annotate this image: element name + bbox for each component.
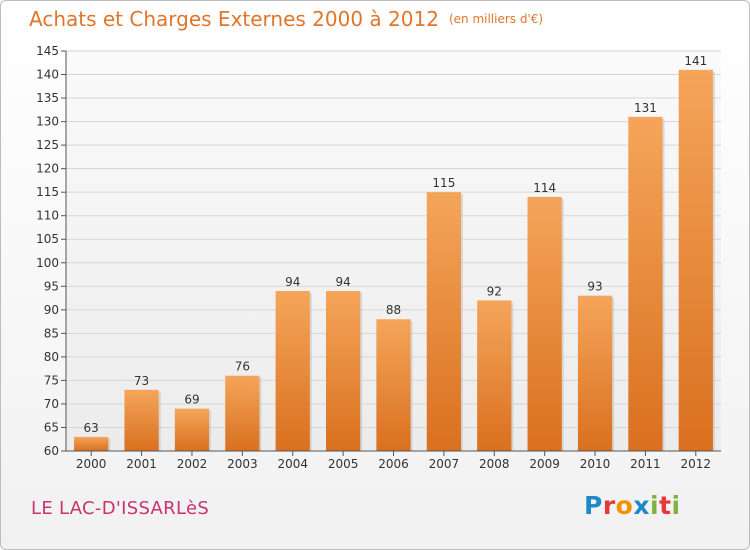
bar — [225, 375, 260, 451]
y-tick-label: 125 — [36, 138, 59, 152]
y-tick-label: 95 — [44, 279, 59, 293]
logo-letter: x — [633, 491, 650, 520]
bar-value-label: 69 — [184, 393, 199, 407]
y-tick-label: 130 — [36, 115, 59, 129]
y-tick-label: 65 — [44, 420, 59, 434]
bar — [426, 192, 462, 452]
bar — [275, 291, 310, 451]
y-tick-label: 140 — [36, 68, 59, 82]
x-tick-label: 2006 — [378, 457, 409, 471]
y-tick-label: 60 — [44, 444, 59, 458]
x-tick-label: 2005 — [328, 457, 359, 471]
y-tick-label: 85 — [44, 326, 59, 340]
logo-letter: i — [671, 491, 681, 520]
bar — [527, 196, 562, 451]
bar — [174, 408, 210, 451]
y-tick-label: 135 — [36, 91, 59, 105]
y-tick-label: 145 — [36, 44, 59, 58]
x-tick-label: 2010 — [580, 457, 611, 471]
bar-value-label: 115 — [432, 176, 455, 190]
x-tick-label: 2003 — [227, 457, 258, 471]
bar-value-label: 88 — [386, 303, 401, 317]
x-tick-label: 2011 — [630, 457, 661, 471]
bar-value-label: 94 — [285, 275, 300, 289]
x-tick-label: 2001 — [126, 457, 157, 471]
bar-value-label: 114 — [533, 181, 556, 195]
y-tick-label: 90 — [44, 303, 59, 317]
logo-letter: P — [584, 491, 603, 520]
bar-value-label: 73 — [134, 374, 149, 388]
bar — [74, 436, 109, 451]
bar-value-label: 63 — [84, 421, 99, 435]
y-tick-label: 110 — [36, 209, 59, 223]
x-tick-label: 2000 — [76, 457, 107, 471]
x-tick-label: 2012 — [681, 457, 712, 471]
chart-title: Achats et Charges Externes 2000 à 2012 (e… — [29, 7, 543, 31]
y-tick-label: 80 — [44, 350, 59, 364]
axes: 60 65 70 75 80 85 90 95 100 105 110 115 120 125 130 135… — [36, 44, 721, 471]
x-tick-label: 2004 — [277, 457, 308, 471]
bar-value-label: 94 — [335, 275, 350, 289]
y-tick-label: 100 — [36, 256, 59, 270]
bar — [678, 69, 713, 451]
bars — [74, 69, 715, 452]
x-tick-label: 2002 — [177, 457, 208, 471]
bar-value-label: 93 — [587, 280, 602, 294]
bar-value-label: 76 — [235, 360, 250, 374]
bar-value-label: 131 — [634, 101, 657, 115]
y-tick-label: 105 — [36, 232, 59, 246]
chart-title-text: Achats et Charges Externes 2000 à 2012 — [29, 7, 439, 31]
bar — [628, 116, 663, 451]
logo-letter: r — [602, 491, 616, 520]
y-tick-label: 115 — [36, 185, 59, 199]
proxiti-logo[interactable]: Proxiti — [584, 491, 681, 520]
bar-value-label: 92 — [487, 284, 502, 298]
bar — [124, 389, 159, 451]
logo-letter: t — [659, 491, 672, 520]
bar-labels: 63 73 69 76 94 94 88 115 92 114 93 131 141 — [84, 54, 708, 435]
x-tick-label: 2009 — [529, 457, 560, 471]
logo-letter: i — [650, 491, 660, 520]
bar — [477, 300, 512, 451]
logo-letter: o — [615, 491, 634, 520]
y-tick-label: 70 — [44, 397, 59, 411]
bar — [577, 295, 613, 451]
commune-name: LE LAC-D'ISSARLèS — [31, 498, 210, 519]
chart-unit: (en milliers d'€) — [448, 12, 544, 26]
x-tick-label: 2007 — [429, 457, 460, 471]
x-tick-label: 2008 — [479, 457, 510, 471]
bar — [325, 291, 361, 451]
y-tick-label: 75 — [44, 373, 59, 387]
bar-value-label: 141 — [684, 54, 707, 68]
bar — [376, 319, 411, 451]
y-tick-label: 120 — [36, 162, 59, 176]
